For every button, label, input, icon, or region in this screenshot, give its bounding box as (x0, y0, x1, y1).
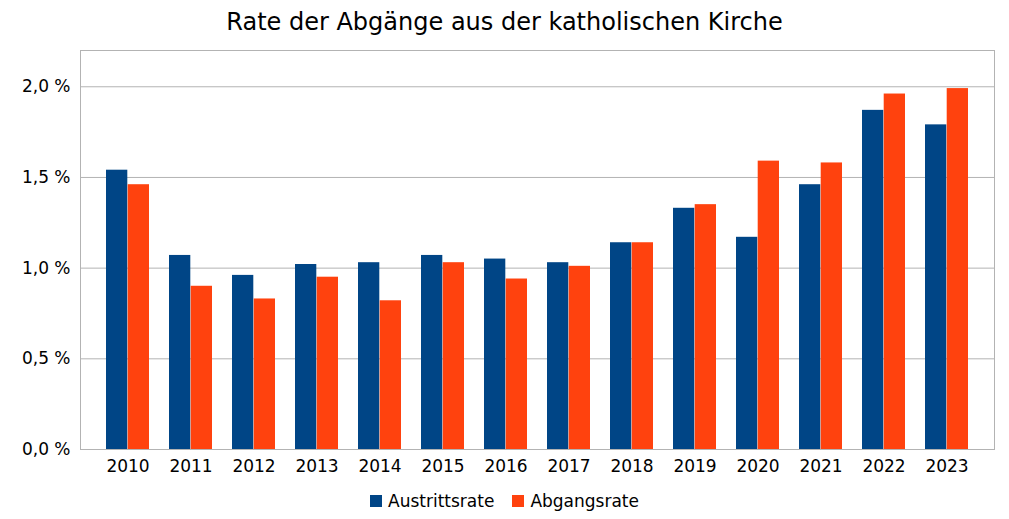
svg-text:2011: 2011 (169, 456, 212, 476)
svg-text:2018: 2018 (610, 456, 653, 476)
html-text:Austrittsrate: Austrittsrate (388, 491, 495, 511)
svg-text:1,5 %: 1,5 % (22, 167, 71, 187)
svg-text:2022: 2022 (862, 456, 905, 476)
svg-text:2014: 2014 (358, 456, 401, 476)
html-text:Abgangsrate: Abgangsrate (530, 491, 639, 511)
svg-text:2012: 2012 (232, 456, 275, 476)
svg-text:0,5 %: 0,5 % (22, 348, 71, 368)
svg-text:1,0 %: 1,0 % (22, 258, 71, 278)
svg-text:2020: 2020 (736, 456, 779, 476)
svg-text:0,0 %: 0,0 % (22, 439, 71, 459)
svg-text:2017: 2017 (547, 456, 590, 476)
html-text:Rate der Abgänge aus der katho: Rate der Abgänge aus der katholischen Ki… (226, 8, 783, 36)
svg-text:2016: 2016 (484, 456, 527, 476)
svg-text:2015: 2015 (421, 456, 464, 476)
svg-text:2013: 2013 (295, 456, 338, 476)
svg-text:2,0 %: 2,0 % (22, 76, 71, 96)
svg-text:2010: 2010 (106, 456, 149, 476)
svg-text:2019: 2019 (673, 456, 716, 476)
svg-text:2021: 2021 (799, 456, 842, 476)
svg-text:2023: 2023 (925, 456, 968, 476)
